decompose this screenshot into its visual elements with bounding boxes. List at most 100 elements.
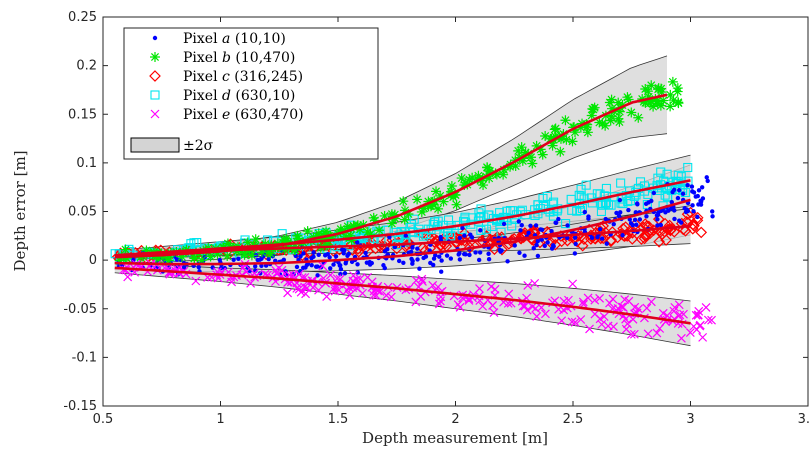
data-point <box>696 188 702 193</box>
data-point <box>643 91 654 102</box>
data-point <box>212 249 223 260</box>
x-tick-label: 2 <box>451 412 459 427</box>
data-point <box>250 234 261 245</box>
fit-curves <box>114 93 691 325</box>
data-point <box>358 288 367 298</box>
data-point <box>512 243 517 248</box>
data-point <box>679 309 688 319</box>
data-point <box>484 173 495 184</box>
data-point <box>644 227 657 239</box>
data-point <box>227 277 237 287</box>
data-point <box>676 187 682 193</box>
legend-label: Pixel c (316,245) <box>183 69 303 85</box>
y-tick-label: 0.15 <box>68 107 97 122</box>
data-point <box>572 251 578 256</box>
data-point <box>181 265 187 270</box>
x-tick-label: 1.5 <box>328 412 349 427</box>
data-point <box>600 120 611 131</box>
data-point <box>623 319 632 329</box>
data-point <box>691 310 701 320</box>
legend-entry: Pixel c (316,245) <box>149 69 303 85</box>
data-point <box>632 217 638 223</box>
data-point <box>374 225 385 236</box>
data-point <box>672 216 677 222</box>
data-point <box>367 277 377 287</box>
legend-marker <box>152 35 158 41</box>
data-point <box>658 222 664 228</box>
data-point <box>531 304 541 313</box>
data-point <box>294 264 300 270</box>
data-point <box>516 219 521 224</box>
data-point <box>633 210 638 215</box>
data-point <box>222 238 233 249</box>
data-point <box>258 271 263 276</box>
data-point <box>541 309 550 319</box>
data-point <box>586 216 591 221</box>
y-tick-label: -0.05 <box>63 302 97 317</box>
data-point <box>644 98 655 109</box>
legend-prefix: Pixel <box>183 88 222 104</box>
data-point <box>653 84 664 95</box>
data-point <box>482 162 493 173</box>
data-point <box>571 235 584 248</box>
legend-prefix: Pixel <box>183 107 222 123</box>
data-point <box>437 254 442 259</box>
data-point <box>401 260 406 265</box>
data-point <box>335 274 345 284</box>
data-point <box>605 115 616 126</box>
data-point <box>523 281 533 290</box>
data-point <box>392 244 398 250</box>
data-point <box>535 253 541 259</box>
data-point <box>368 212 379 223</box>
data-point <box>196 264 202 270</box>
data-point <box>693 194 698 199</box>
data-point <box>477 250 483 255</box>
data-point <box>576 315 586 324</box>
legend-marker <box>149 70 161 82</box>
data-point <box>555 146 566 157</box>
data-point <box>656 167 666 177</box>
data-point <box>689 184 695 189</box>
data-point <box>530 205 540 215</box>
data-point <box>260 238 271 249</box>
data-point <box>561 134 572 145</box>
data-point <box>339 225 350 236</box>
data-point <box>451 199 462 210</box>
data-point <box>564 295 573 305</box>
legend-label: Pixel a (10,10) <box>183 31 286 47</box>
data-point <box>355 262 360 267</box>
data-point <box>691 211 704 224</box>
data-point <box>398 196 409 207</box>
data-point <box>435 296 445 306</box>
data-point <box>658 95 669 106</box>
fit-curve <box>114 179 691 257</box>
data-point <box>634 222 639 227</box>
data-point <box>665 101 676 112</box>
data-point <box>487 221 497 232</box>
data-point <box>355 240 360 245</box>
data-point <box>246 278 256 288</box>
data-point <box>417 274 427 284</box>
data-point <box>577 203 587 213</box>
legend-var: e <box>222 107 230 123</box>
data-point <box>605 234 618 246</box>
data-point <box>575 122 586 133</box>
data-point <box>547 140 558 151</box>
data-point <box>473 170 484 181</box>
data-point <box>652 98 663 109</box>
data-point <box>542 191 552 201</box>
y-tick-label: 0.1 <box>76 156 97 171</box>
data-point <box>531 140 542 151</box>
data-point <box>278 234 289 245</box>
data-point <box>585 324 594 334</box>
data-point <box>663 219 676 232</box>
data-point <box>288 270 298 280</box>
data-point <box>263 247 274 258</box>
data-point <box>540 131 551 142</box>
data-point <box>556 216 561 222</box>
x-tick-label: 2.5 <box>563 412 584 427</box>
legend-label: Pixel d (630,10) <box>183 88 295 104</box>
data-point <box>355 274 365 284</box>
data-point <box>663 210 668 215</box>
legend-entry: Pixel e (630,470) <box>150 107 304 123</box>
